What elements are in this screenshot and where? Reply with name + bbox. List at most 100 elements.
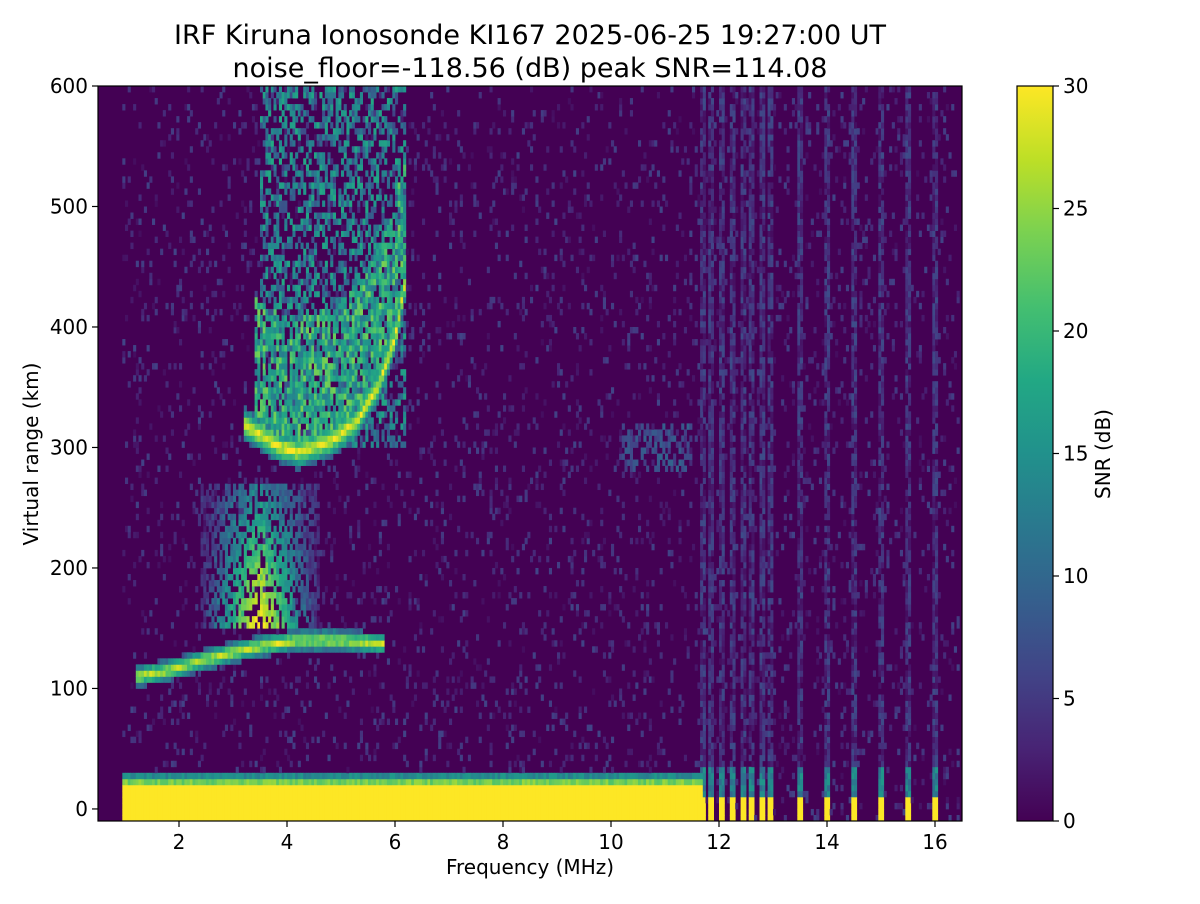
heatmap-cell xyxy=(305,260,309,268)
heatmap-cell xyxy=(168,796,172,804)
heatmap-cell xyxy=(378,272,382,280)
heatmap-cell xyxy=(173,796,177,804)
heatmap-cell xyxy=(362,140,366,147)
heatmap-cell xyxy=(351,369,355,376)
heatmap-cell xyxy=(395,86,399,93)
heatmap-cell xyxy=(165,670,169,677)
heatmap-cell xyxy=(281,110,285,117)
heatmap-cell xyxy=(341,86,345,93)
heatmap-cell xyxy=(303,453,307,460)
heatmap-cell xyxy=(330,447,334,454)
heatmap-cell xyxy=(368,754,372,762)
heatmap-cell xyxy=(251,411,255,418)
heatmap-cell xyxy=(265,393,269,400)
heatmap-cell xyxy=(246,640,250,647)
heatmap-cell xyxy=(246,772,250,780)
heatmap-cell xyxy=(349,435,353,442)
heatmap-cell xyxy=(281,284,285,292)
heatmap-cell xyxy=(305,682,309,689)
heatmap-cell xyxy=(246,543,250,551)
heatmap-cell xyxy=(214,592,218,599)
heatmap-cell xyxy=(373,387,377,394)
heatmap-cell xyxy=(314,796,318,804)
heatmap-cell xyxy=(376,790,380,798)
heatmap-cell xyxy=(292,387,296,394)
heatmap-cell xyxy=(349,628,353,635)
heatmap-cell xyxy=(284,296,288,304)
heatmap-cell xyxy=(268,290,272,298)
heatmap-cell xyxy=(168,242,172,250)
heatmap-cell xyxy=(224,592,228,599)
heatmap-cell xyxy=(332,441,336,448)
heatmap-cell xyxy=(284,586,288,593)
heatmap-cell xyxy=(287,441,291,448)
heatmap-cell xyxy=(324,284,328,292)
heatmap-cell xyxy=(189,236,193,244)
heatmap-cell xyxy=(138,357,142,364)
heatmap-cell xyxy=(141,459,145,466)
heatmap-cell xyxy=(265,634,269,641)
heatmap-cell xyxy=(208,784,212,792)
heatmap-cell xyxy=(278,580,282,587)
heatmap-cell xyxy=(143,802,147,810)
heatmap-cell xyxy=(311,604,315,611)
heatmap-cell xyxy=(308,772,312,780)
heatmap-cell xyxy=(127,808,131,816)
heatmap-cell xyxy=(327,646,331,653)
heatmap-cell xyxy=(378,646,382,653)
heatmap-cell xyxy=(284,483,288,491)
heatmap-cell xyxy=(378,586,382,593)
heatmap-cell xyxy=(303,628,307,635)
heatmap-cell xyxy=(278,555,282,563)
heatmap-cell xyxy=(243,670,247,677)
heatmap-cell xyxy=(341,308,345,316)
heatmap-cell xyxy=(303,230,307,238)
heatmap-cell xyxy=(343,622,347,629)
heatmap-cell xyxy=(343,230,347,238)
heatmap-cell xyxy=(300,453,304,460)
heatmap-cell xyxy=(303,248,307,256)
heatmap-cell xyxy=(305,513,309,521)
heatmap-cell xyxy=(265,555,269,563)
heatmap-cell xyxy=(295,808,299,816)
heatmap-cell xyxy=(303,182,307,189)
heatmap-cell xyxy=(389,170,393,177)
heatmap-cell xyxy=(338,284,342,292)
heatmap-cell xyxy=(354,429,358,436)
heatmap-cell xyxy=(141,610,145,617)
heatmap-cell xyxy=(260,808,264,816)
heatmap-cell xyxy=(365,266,369,274)
heatmap-cell xyxy=(154,772,158,780)
heatmap-cell xyxy=(270,357,274,364)
heatmap-cell xyxy=(386,296,390,304)
heatmap-cell xyxy=(332,212,336,219)
heatmap-cell xyxy=(257,381,261,388)
heatmap-cell xyxy=(170,429,174,436)
heatmap-cell xyxy=(346,423,350,430)
heatmap-cell xyxy=(292,447,296,454)
heatmap-cell xyxy=(233,525,237,533)
heatmap-cell xyxy=(319,339,323,346)
heatmap-cell xyxy=(338,116,342,123)
heatmap-cell xyxy=(257,260,261,268)
heatmap-cell xyxy=(330,640,334,647)
heatmap-cell xyxy=(246,808,250,816)
heatmap-cell xyxy=(405,248,409,256)
heatmap-cell xyxy=(260,170,264,177)
heatmap-cell xyxy=(303,531,307,539)
heatmap-cell xyxy=(346,808,350,816)
heatmap-cell xyxy=(316,622,320,629)
heatmap-cell xyxy=(343,140,347,147)
heatmap-cell xyxy=(303,363,307,370)
heatmap-cell xyxy=(260,423,264,430)
heatmap-cell xyxy=(327,441,331,448)
heatmap-cell xyxy=(284,122,288,129)
heatmap-cell xyxy=(214,447,218,454)
heatmap-cell xyxy=(246,790,250,798)
heatmap-cell xyxy=(397,393,401,400)
heatmap-cell xyxy=(262,580,266,587)
heatmap-cell xyxy=(373,802,377,810)
heatmap-cell xyxy=(392,146,396,153)
heatmap-cell xyxy=(230,796,234,804)
heatmap-cell xyxy=(389,808,393,816)
